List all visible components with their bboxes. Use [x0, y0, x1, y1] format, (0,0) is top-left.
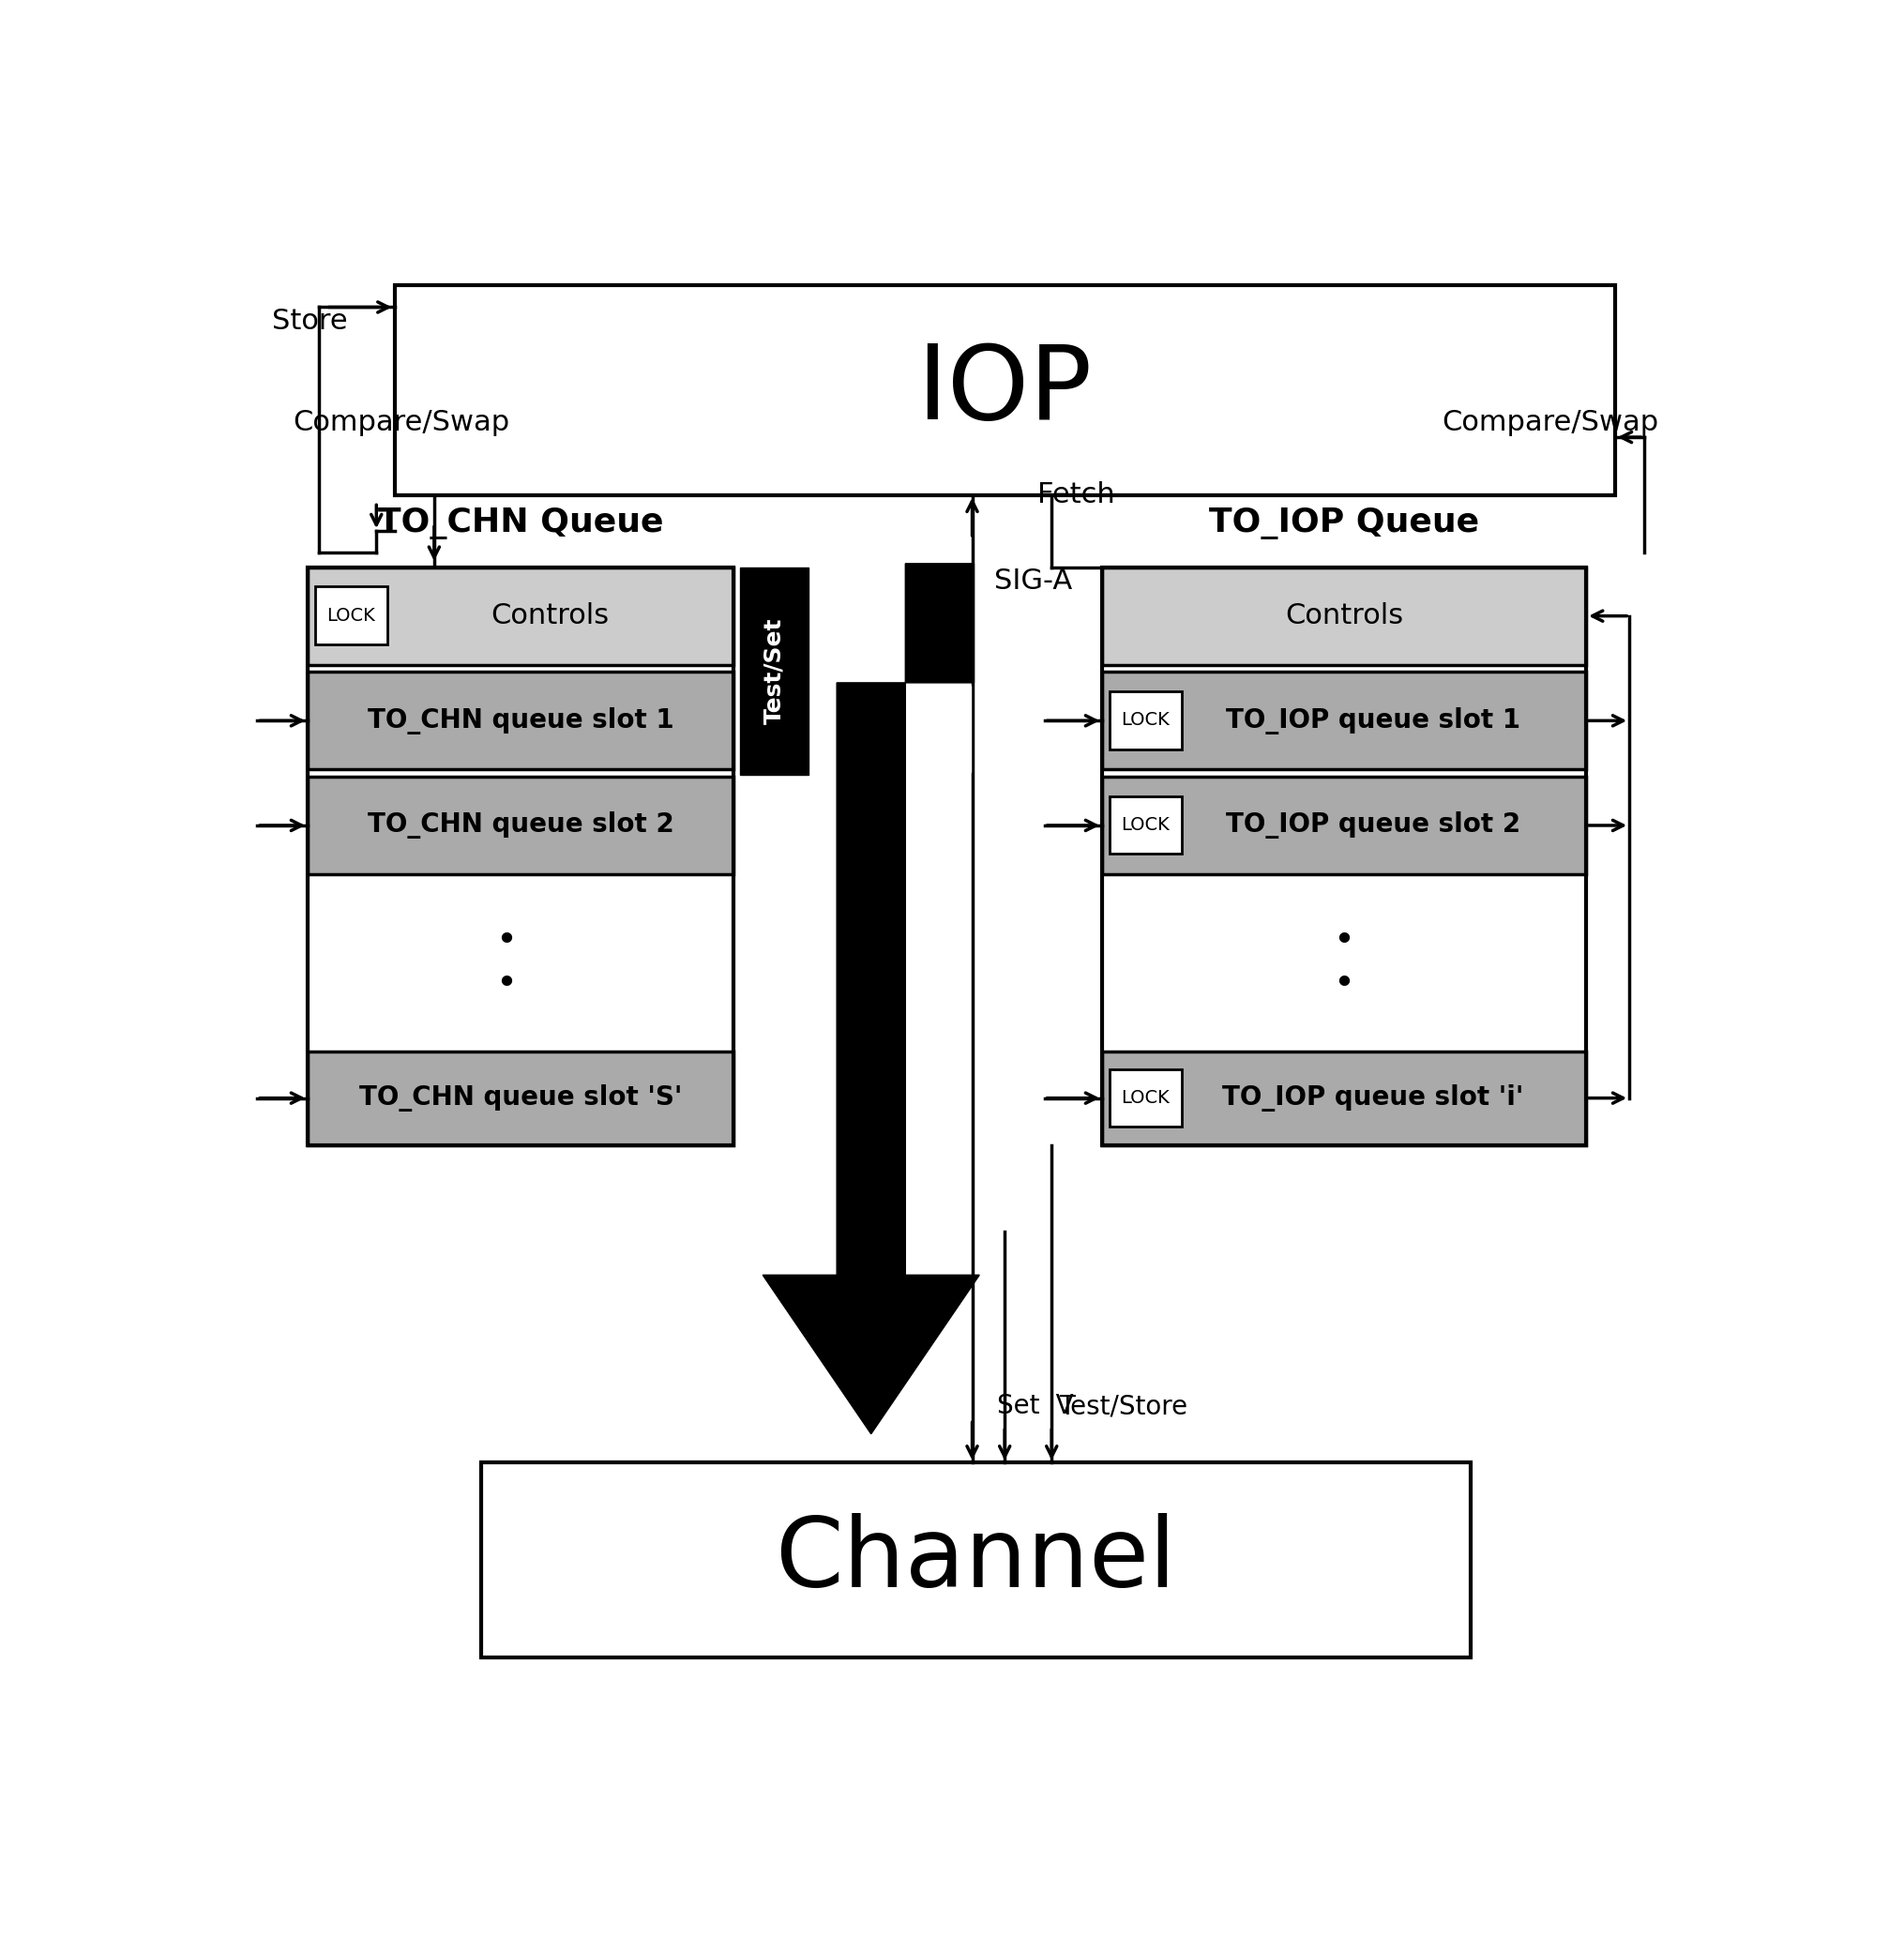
Bar	[308, 777, 733, 874]
Bar	[1110, 796, 1182, 853]
Text: LOCK: LOCK	[327, 607, 375, 625]
Text: •: •	[1333, 923, 1356, 958]
Text: Test/Set: Test/Set	[764, 619, 784, 724]
Text: •: •	[495, 923, 518, 958]
Text: TO_IOP queue slot 1: TO_IOP queue slot 1	[1226, 707, 1519, 734]
Text: TO_CHN Queue: TO_CHN Queue	[379, 508, 664, 541]
Text: IOP: IOP	[918, 340, 1093, 441]
Text: TO_IOP Queue: TO_IOP Queue	[1209, 508, 1479, 541]
Text: Store: Store	[272, 308, 347, 336]
Text: LOCK: LOCK	[1121, 816, 1169, 834]
Bar	[1102, 777, 1586, 874]
Text: Channel: Channel	[775, 1513, 1177, 1608]
Bar	[314, 588, 387, 644]
Bar	[1102, 1050, 1586, 1146]
Text: TO_CHN queue slot 1: TO_CHN queue slot 1	[367, 707, 674, 734]
Text: Compare/Swap: Compare/Swap	[1441, 410, 1658, 437]
Bar	[394, 285, 1615, 496]
Polygon shape	[764, 564, 979, 1435]
Bar	[1102, 568, 1586, 1146]
Text: Controls: Controls	[1285, 603, 1403, 630]
Text: Set IV: Set IV	[998, 1394, 1074, 1419]
Bar	[308, 1050, 733, 1146]
Polygon shape	[908, 685, 971, 773]
Text: Controls: Controls	[491, 603, 609, 630]
Bar	[1110, 691, 1182, 750]
Text: •: •	[1333, 966, 1356, 1001]
Text: Test/Store: Test/Store	[1059, 1394, 1188, 1419]
Bar	[482, 1462, 1470, 1657]
Bar	[308, 568, 733, 1146]
Text: •: •	[495, 966, 518, 1001]
Text: LOCK: LOCK	[1121, 1089, 1169, 1107]
Bar	[1102, 671, 1586, 769]
Bar	[308, 568, 733, 666]
Text: TO_CHN queue slot 2: TO_CHN queue slot 2	[367, 812, 674, 839]
Bar	[308, 671, 733, 769]
Text: Compare/Swap: Compare/Swap	[293, 410, 510, 437]
Bar	[1102, 568, 1586, 666]
Text: LOCK: LOCK	[1121, 711, 1169, 730]
Text: TO_IOP queue slot 'i': TO_IOP queue slot 'i'	[1222, 1085, 1523, 1113]
Text: TO_CHN queue slot 'S': TO_CHN queue slot 'S'	[360, 1085, 682, 1113]
Text: SIG-A: SIG-A	[994, 568, 1072, 595]
Bar	[739, 568, 807, 775]
Bar	[1110, 1070, 1182, 1126]
Text: TO_IOP queue slot 2: TO_IOP queue slot 2	[1226, 812, 1519, 839]
Text: Fetch: Fetch	[1038, 482, 1116, 509]
